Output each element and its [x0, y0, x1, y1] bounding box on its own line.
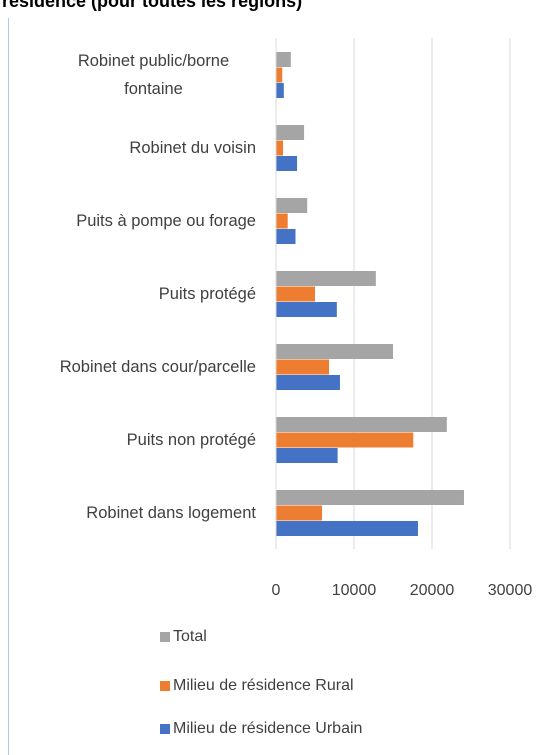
bar: [276, 140, 284, 156]
category-label-box: Puits à pompe ou forage: [20, 207, 256, 235]
bar: [276, 490, 464, 505]
bar: [276, 344, 393, 359]
y-tick-label: Puits à pompe ou forage: [76, 211, 256, 230]
bar: [276, 302, 337, 317]
legend-swatch: [160, 681, 170, 691]
bar: [276, 432, 414, 448]
x-tick-label: 20000: [410, 582, 455, 599]
category-label-box: Puits non protégé: [20, 426, 256, 454]
bar: [276, 271, 376, 286]
bar: [276, 521, 418, 536]
legend-swatch: [160, 724, 170, 734]
bar: [276, 156, 298, 171]
y-tick-label: Robinet du voisin: [129, 138, 256, 157]
category-label-box: Robinet public/borne fontaine: [20, 47, 256, 103]
bar: [276, 52, 291, 67]
bar: [276, 286, 315, 302]
bar: [276, 83, 284, 98]
bar: [276, 67, 283, 83]
category-label-box: Robinet dans cour/parcelle: [20, 353, 256, 381]
legend-label: Total: [173, 628, 207, 645]
bar: [276, 229, 296, 244]
bar: [276, 375, 340, 390]
x-tick-label: 0: [272, 582, 281, 599]
category-label-box: Robinet dans logement: [20, 499, 256, 527]
x-tick-label: 10000: [332, 582, 377, 599]
bar: [276, 198, 308, 213]
legend-label: Milieu de résidence Urbain: [173, 720, 362, 737]
y-tick-label: Robinet dans cour/parcelle: [59, 357, 256, 376]
chart-title: résidence (pour toutes les régions): [2, 0, 302, 11]
bar: [276, 125, 305, 140]
bar: [276, 505, 323, 521]
legend-label: Milieu de résidence Rural: [173, 677, 354, 694]
bar: [276, 213, 288, 229]
x-tick-label: 30000: [488, 582, 533, 599]
bar: [276, 359, 330, 375]
category-label-box: Robinet du voisin: [20, 134, 256, 162]
bar: [276, 417, 447, 432]
y-tick-label: Robinet public/borne fontaine: [77, 51, 230, 98]
category-label-box: Puits protégé: [20, 280, 256, 308]
y-tick-label: Puits non protégé: [126, 430, 256, 449]
legend-swatch: [160, 632, 170, 642]
bar: [276, 448, 338, 463]
y-tick-label: Puits protégé: [158, 284, 256, 303]
y-tick-label: Robinet dans logement: [86, 503, 256, 522]
